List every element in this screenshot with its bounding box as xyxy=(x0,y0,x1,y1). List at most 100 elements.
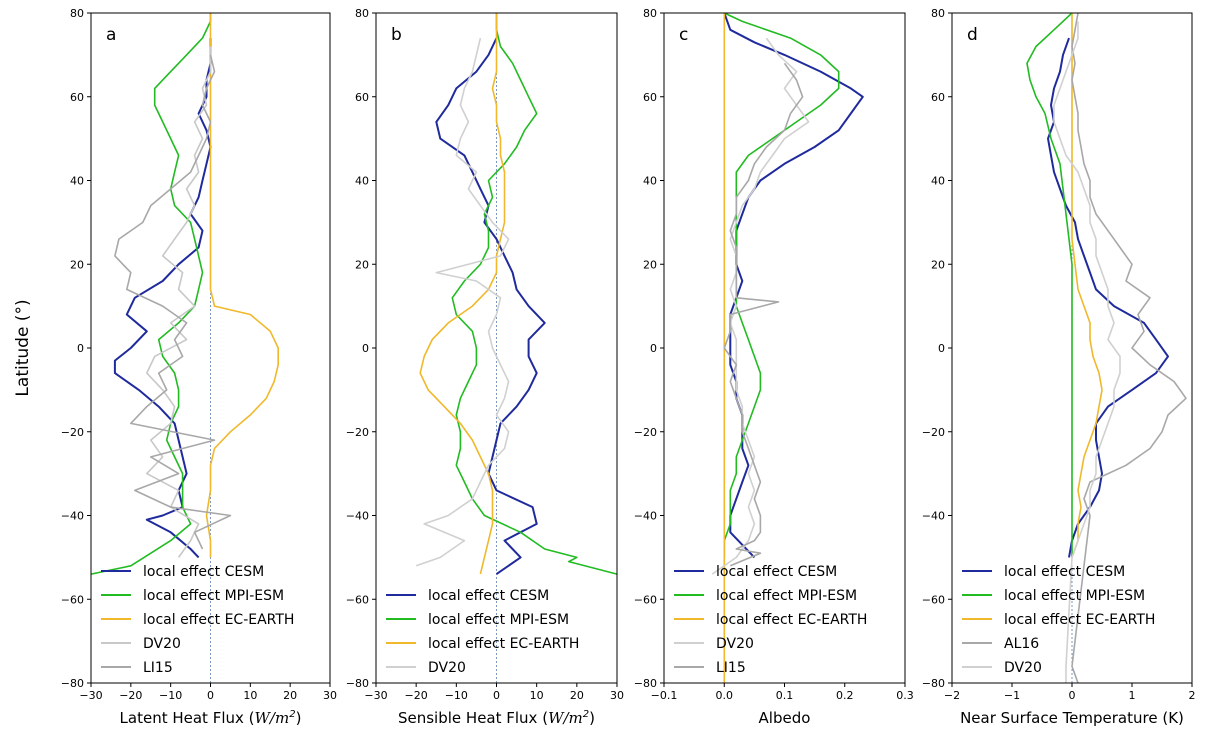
legend-entry: local effect MPI-ESM xyxy=(1004,588,1145,604)
x-tick-label: 0.3 xyxy=(896,689,914,702)
y-tick-label: −20 xyxy=(61,426,84,439)
y-tick-label: 40 xyxy=(355,175,369,188)
x-tick-label: 0 xyxy=(207,689,214,702)
series-line-local-effect-cesm xyxy=(113,38,212,559)
plot-frame xyxy=(663,12,906,684)
y-tick-label: 80 xyxy=(355,7,369,20)
legend-entry: local effect MPI-ESM xyxy=(143,588,284,604)
y-tick-label: 0 xyxy=(77,342,84,355)
y-axis-label: Latitude (°) xyxy=(13,299,33,396)
panel-d: −2 −1 0 1 2 −80 −60 −40 −20 0 20 40 60 80 d Near Surfac… xyxy=(922,7,1196,727)
y-tick-label: 60 xyxy=(70,91,84,104)
y-tick-label: 20 xyxy=(643,258,657,271)
legend-entry: local effect CESM xyxy=(428,588,549,604)
legend-entry: DV20 xyxy=(716,636,754,652)
legend-entry: local effect EC-EARTH xyxy=(1004,612,1155,628)
x-axis-label: Near Surface Temperature (K) xyxy=(960,709,1184,727)
series-line-local-effect-cesm xyxy=(1047,37,1169,558)
x-tick-label: 2 xyxy=(1189,689,1196,702)
x-tick-label: −1 xyxy=(1004,689,1020,702)
legend: local effect CESM local effect MPI-ESM loc… xyxy=(386,588,579,676)
legend-entry: local effect CESM xyxy=(143,564,264,580)
panel-label: c xyxy=(679,25,688,45)
legend-entry: DV20 xyxy=(1004,660,1042,676)
legend: local effect CESM local effect MPI-ESM loc… xyxy=(674,564,867,676)
panel-a: −30 −20 −10 0 10 20 30 −80 −60 −40 −20 0 20 40 60 80 a La… xyxy=(61,7,337,727)
legend-entry: DV20 xyxy=(428,660,466,676)
legend-entry: local effect EC-EARTH xyxy=(143,612,294,628)
series-line-local-effect-mpi-esm xyxy=(1026,12,1073,558)
x-tick-label: 10 xyxy=(243,689,257,702)
legend-entry: local effect EC-EARTH xyxy=(428,636,579,652)
y-tick-label: 40 xyxy=(931,175,945,188)
panel-label: d xyxy=(967,25,978,45)
y-tick-label: −80 xyxy=(346,677,369,690)
legend-entry: LI15 xyxy=(716,660,746,676)
x-tick-label: −30 xyxy=(79,689,102,702)
y-tick-label: −80 xyxy=(61,677,84,690)
y-tick-label: 0 xyxy=(650,342,657,355)
x-tick-label: 20 xyxy=(283,689,297,702)
series-line-li15 xyxy=(723,62,804,567)
y-tick-label: 60 xyxy=(643,91,657,104)
y-tick-label: 20 xyxy=(355,258,369,271)
x-tick-label: 30 xyxy=(323,689,337,702)
x-tick-label: −20 xyxy=(405,689,428,702)
legend-entry: local effect CESM xyxy=(716,564,837,580)
y-tick-label: 40 xyxy=(70,175,84,188)
series-line-dv20 xyxy=(415,37,510,567)
legend: local effect CESM local effect MPI-ESM loc… xyxy=(101,564,294,676)
x-tick-label: 1 xyxy=(1129,689,1136,702)
y-tick-label: −40 xyxy=(346,510,369,523)
panel-label: b xyxy=(391,25,402,45)
y-tick-label: 40 xyxy=(643,175,657,188)
x-tick-label: 0 xyxy=(1069,689,1076,702)
series-group xyxy=(415,13,618,575)
series-line-local-effect-cesm xyxy=(435,37,546,575)
series-line-local-effect-cesm xyxy=(723,12,864,559)
series-line-local-effect-ec-earth xyxy=(205,13,280,558)
panel-label: a xyxy=(106,25,116,45)
x-tick-label: −10 xyxy=(445,689,468,702)
x-axis-label: Latent Heat Flux (W/m2) xyxy=(120,709,302,727)
y-tick-label: 80 xyxy=(70,7,84,20)
y-tick-label: 20 xyxy=(70,258,84,271)
x-tick-label: −2 xyxy=(944,689,960,702)
legend-entry: LI15 xyxy=(143,660,173,676)
y-tick-label: −60 xyxy=(922,593,945,606)
panel-b: −30 −20 −10 0 10 20 30 −80 −60 −40 −20 0 20 40 60 80 b Se… xyxy=(346,7,624,727)
y-tick-label: −20 xyxy=(346,426,369,439)
legend-entry: DV20 xyxy=(143,636,181,652)
y-tick-label: −80 xyxy=(922,677,945,690)
x-tick-label: 0.1 xyxy=(776,689,794,702)
y-tick-label: −20 xyxy=(634,426,657,439)
series-line-li15 xyxy=(114,54,232,550)
panel-c: −0.1 0.0 0.1 0.2 0.3 −80 −60 −40 −20 0 20 40 60 80 c Al… xyxy=(634,7,914,727)
x-tick-label: −0.1 xyxy=(651,689,678,702)
x-tick-label: −20 xyxy=(119,689,142,702)
y-tick-label: 0 xyxy=(938,342,945,355)
y-tick-label: 80 xyxy=(643,7,657,20)
series-group xyxy=(711,12,864,683)
x-axis-label: Sensible Heat Flux (W/m2) xyxy=(398,709,595,727)
series-group xyxy=(90,13,280,575)
x-axis-label: Albedo xyxy=(759,709,811,727)
legend-entry: local effect MPI-ESM xyxy=(428,612,569,628)
series-group xyxy=(1026,12,1187,684)
series-line-dv20 xyxy=(146,46,212,558)
y-tick-label: 60 xyxy=(931,91,945,104)
y-tick-label: −20 xyxy=(922,426,945,439)
series-line-dv20 xyxy=(1053,21,1121,683)
x-tick-label: −10 xyxy=(159,689,182,702)
series-line-local-effect-mpi-esm xyxy=(451,13,618,575)
x-tick-label: 20 xyxy=(570,689,584,702)
legend-entry: local effect CESM xyxy=(1004,564,1125,580)
y-tick-label: −40 xyxy=(61,510,84,523)
y-tick-label: −60 xyxy=(634,593,657,606)
x-tick-label: 10 xyxy=(530,689,544,702)
y-tick-label: −60 xyxy=(61,593,84,606)
legend-entry: AL16 xyxy=(1004,636,1039,652)
y-tick-label: −40 xyxy=(634,510,657,523)
legend-entry: local effect EC-EARTH xyxy=(716,612,867,628)
